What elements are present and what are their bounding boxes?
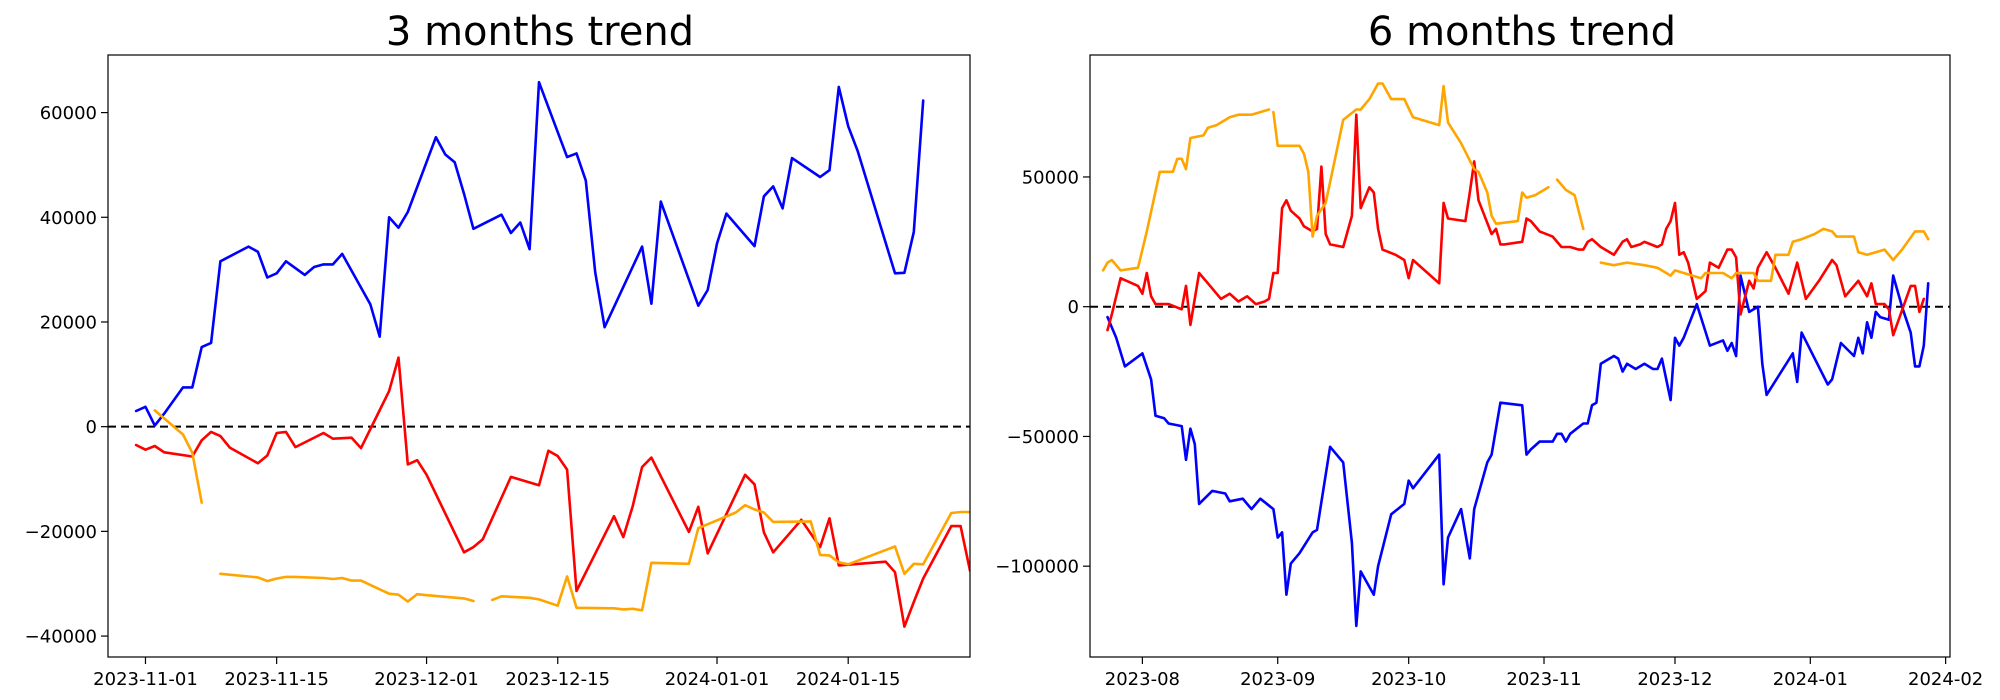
series-2-line-segment-2	[490, 503, 970, 612]
series-2-line-segment-2	[1555, 178, 1585, 231]
series-2-line-segment-1	[1272, 82, 1550, 238]
y-tick-label: −50000	[1007, 427, 1079, 448]
y-tick-label: 0	[1068, 297, 1079, 318]
x-tick-label: 2024-02	[1908, 669, 1983, 690]
series-1-line-segment-0	[1106, 113, 1926, 337]
series-1-line-segment-0	[134, 356, 970, 628]
y-tick-label: 60000	[40, 103, 97, 124]
series-2-line-segment-0	[1101, 108, 1271, 272]
x-tick-label: 2024-01-01	[665, 669, 770, 690]
y-tick-label: 40000	[40, 208, 97, 229]
chart-3-months-trend: 3 months trend −40000 −20000 0 20000 40000 60…	[25, 9, 971, 690]
series-2-line-segment-1	[219, 572, 475, 603]
x-tick-label: 2023-12	[1637, 669, 1712, 690]
chart-6-months-trend: 6 months trend −100000 −50000 0 50000 2023-0…	[995, 9, 1983, 690]
x-tick-label: 2023-11	[1506, 669, 1581, 690]
y-tick-label: −20000	[25, 522, 97, 543]
series-2-line-segment-3	[1599, 227, 1930, 283]
x-tick-label: 2023-11-01	[93, 669, 198, 690]
x-tick-label: 2023-09	[1240, 669, 1315, 690]
chart-title: 3 months trend	[386, 9, 694, 55]
series-0-line-segment-0	[134, 80, 925, 427]
plot-area-frame	[107, 54, 971, 658]
y-tick-label: 0	[86, 417, 97, 438]
plot-area-frame	[1089, 54, 1951, 658]
x-tick-label: 2023-11-15	[224, 669, 329, 690]
y-tick-label: 50000	[1022, 167, 1079, 188]
chart-title: 6 months trend	[1368, 9, 1676, 55]
x-tick-label: 2024-01	[1773, 669, 1848, 690]
y-tick-label: −40000	[25, 627, 97, 648]
y-tick-label: −100000	[995, 557, 1079, 578]
series-2-line-segment-0	[153, 409, 203, 504]
x-tick-label: 2023-12-01	[374, 669, 479, 690]
x-tick-label: 2024-01-15	[796, 669, 901, 690]
series-0-line-segment-0	[1106, 274, 1930, 628]
x-tick-label: 2023-10	[1371, 669, 1446, 690]
x-tick-label: 2023-12-15	[505, 669, 610, 690]
y-tick-label: 20000	[40, 312, 97, 333]
x-tick-label: 2023-08	[1105, 669, 1180, 690]
